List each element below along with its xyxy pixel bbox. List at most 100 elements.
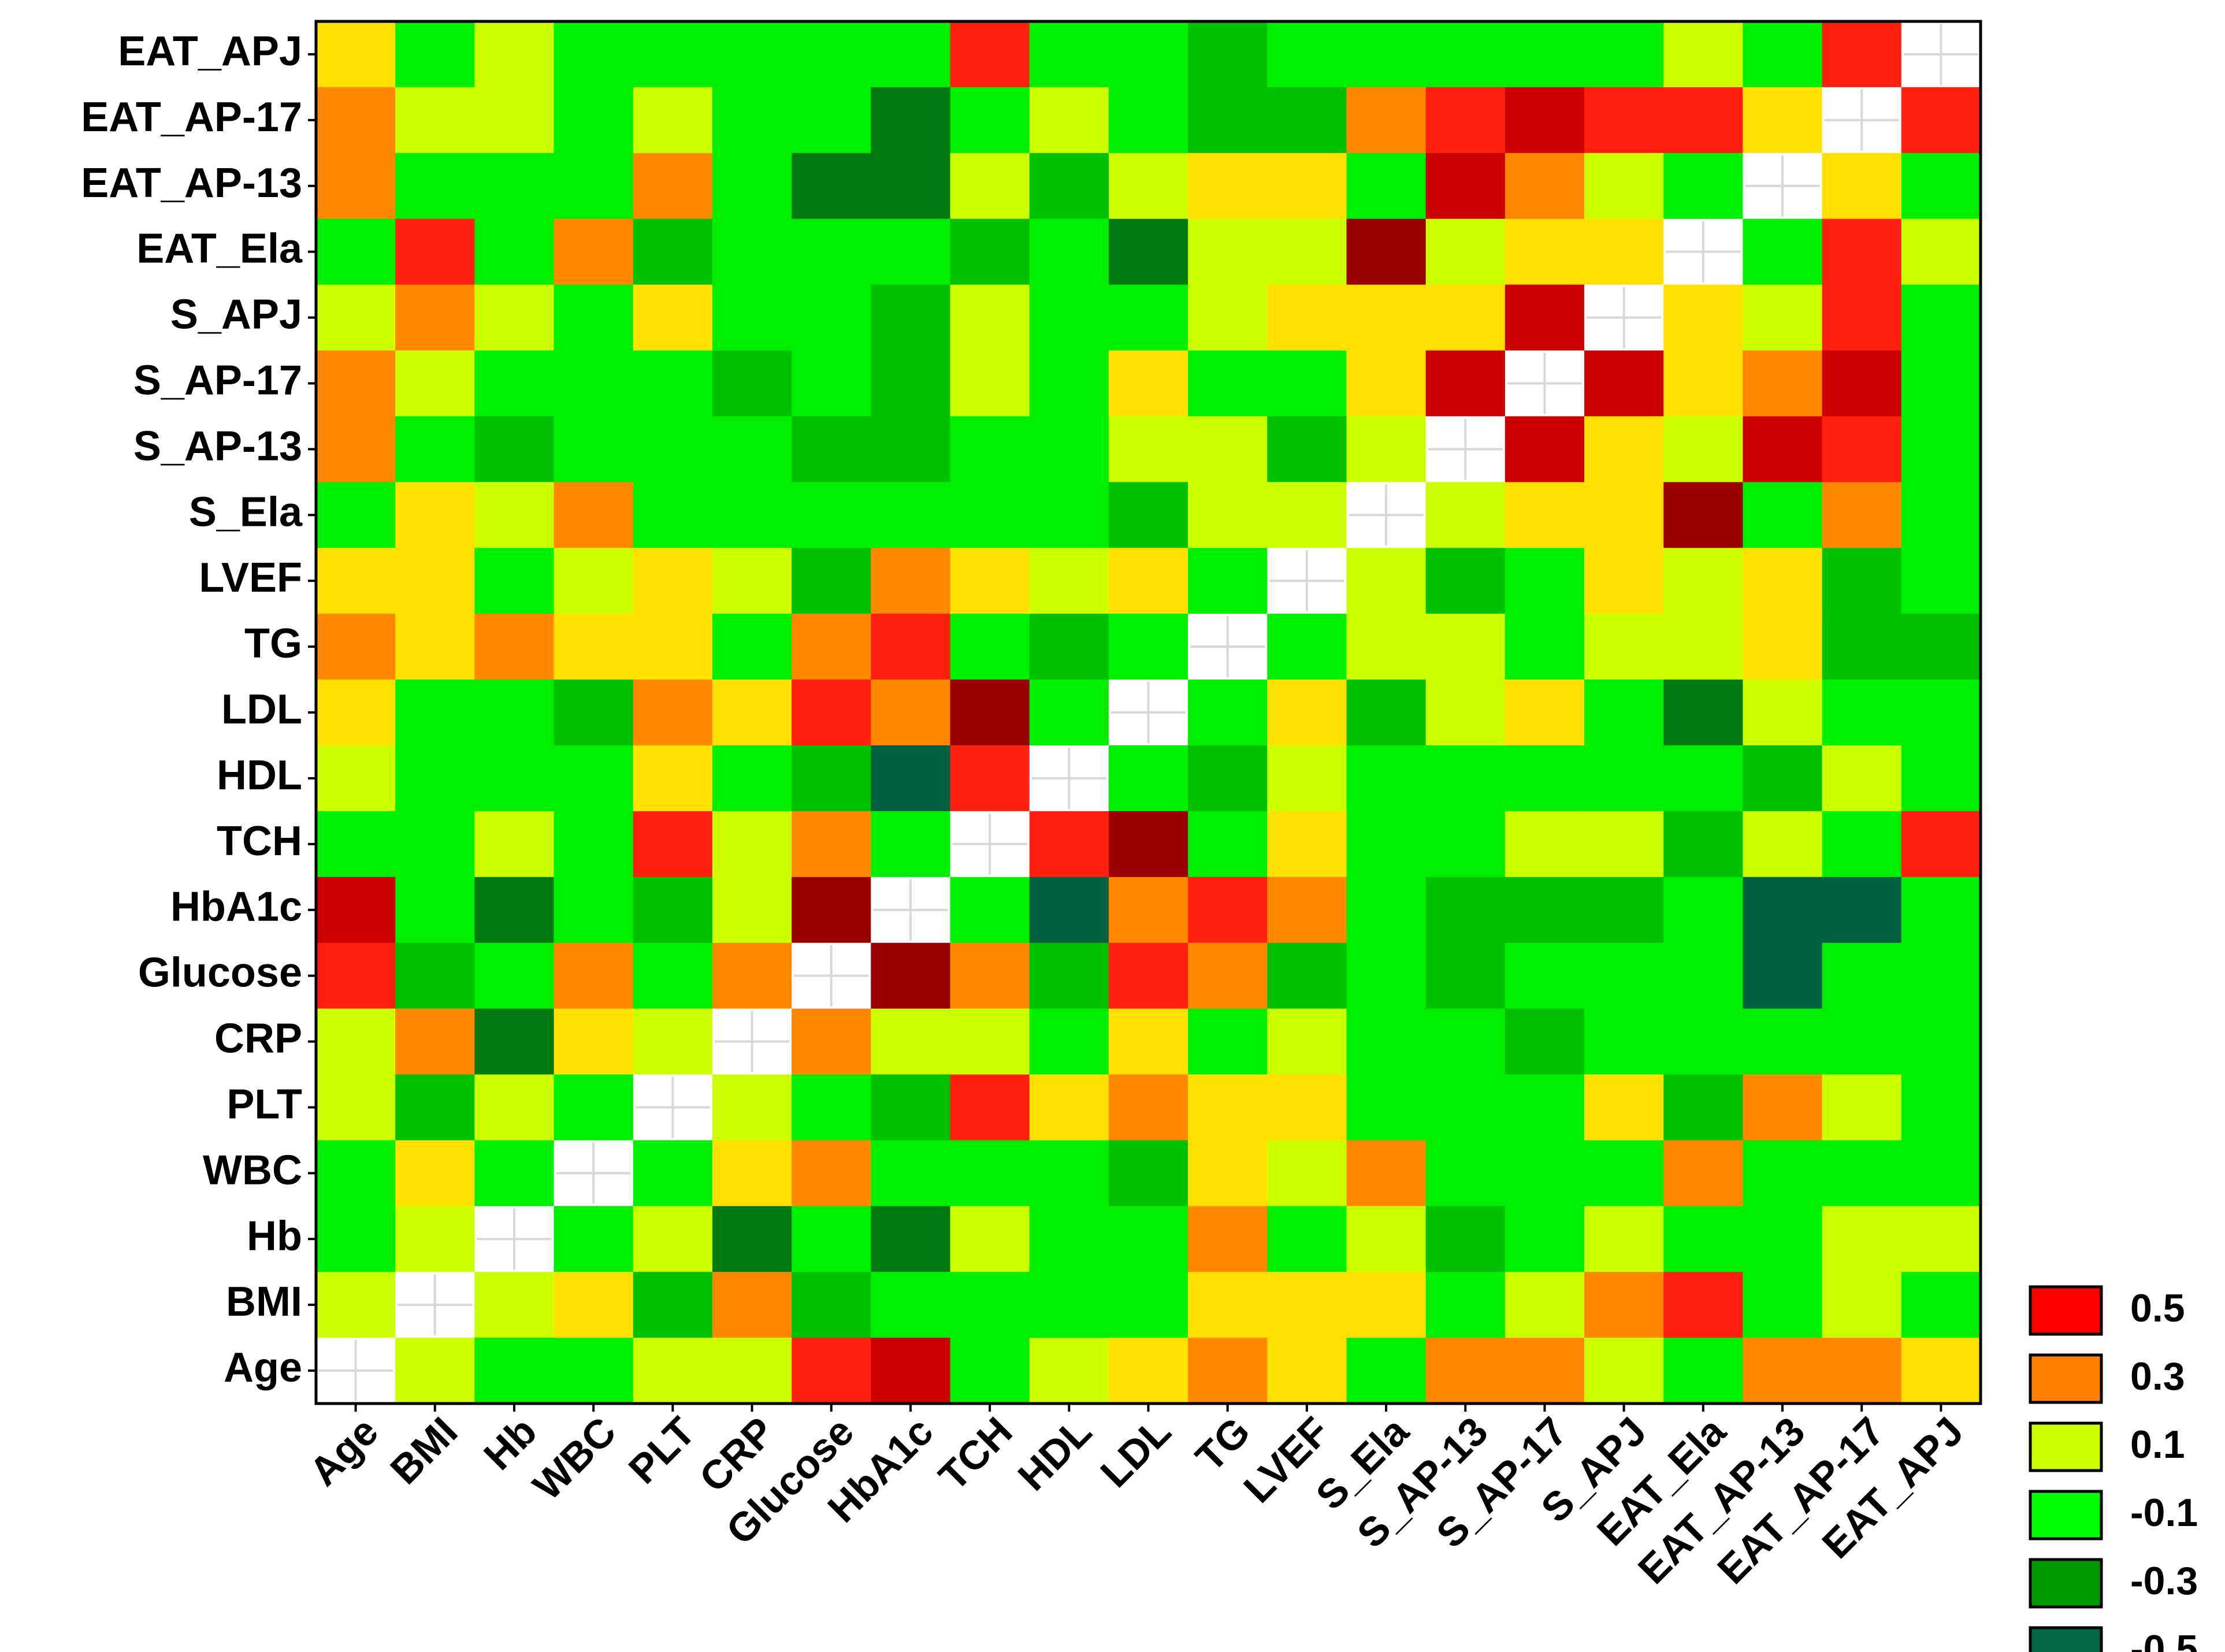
heatmap-cell <box>792 482 871 548</box>
heatmap-cell <box>1346 350 1427 417</box>
heatmap-cell <box>316 1074 396 1141</box>
heatmap-cell <box>633 614 713 680</box>
heatmap-cell <box>950 680 1030 746</box>
heatmap-cell <box>1901 811 1981 878</box>
heatmap-cell <box>1743 614 1823 680</box>
heatmap-cell <box>1108 1272 1188 1338</box>
heatmap-cell <box>1663 1140 1743 1206</box>
heatmap-cell <box>1822 1140 1902 1206</box>
heatmap-cell <box>712 350 792 417</box>
heatmap-cell <box>792 548 871 614</box>
heatmap-cell <box>792 811 871 878</box>
heatmap-cell <box>1743 1140 1823 1206</box>
heatmap-cell <box>316 284 396 351</box>
heatmap-cell <box>1267 218 1347 285</box>
heatmap-cell <box>1584 811 1664 878</box>
heatmap-cell <box>1267 482 1347 548</box>
heatmap-cell <box>395 877 475 944</box>
heatmap-cell <box>1663 1008 1743 1075</box>
heatmap-cell <box>1584 877 1664 944</box>
heatmap-cell <box>633 877 713 944</box>
heatmap-cell <box>1505 87 1585 154</box>
heatmap-cell <box>1346 1206 1427 1272</box>
heatmap-cell <box>1901 1074 1981 1141</box>
heatmap-cell <box>1584 1272 1664 1338</box>
heatmap-cell <box>474 21 555 88</box>
y-tick-label: S_AP-17 <box>133 357 302 403</box>
heatmap-cell <box>1188 745 1268 812</box>
heatmap-cell <box>1901 153 1981 220</box>
heatmap-cell <box>950 1206 1030 1272</box>
heatmap-cell <box>1188 482 1268 548</box>
legend-swatch <box>2029 1421 2103 1472</box>
heatmap-cell <box>792 21 871 88</box>
heatmap-cell <box>712 218 792 285</box>
x-tick-label: HDL <box>1009 1409 1100 1499</box>
heatmap-cell <box>1029 21 1109 88</box>
heatmap-cell <box>1822 745 1902 812</box>
heatmap-cell <box>1901 614 1981 680</box>
y-tick-label: PLT <box>226 1081 302 1127</box>
heatmap-cell <box>395 1206 475 1272</box>
heatmap-cell <box>1029 614 1109 680</box>
heatmap-cell <box>395 350 475 417</box>
heatmap-cell <box>1188 1140 1268 1206</box>
heatmap-cell <box>1425 1338 1506 1404</box>
legend-label: 0.3 <box>2130 1354 2185 1398</box>
legend-swatch <box>2029 1490 2103 1540</box>
heatmap-cell <box>1425 87 1506 154</box>
heatmap-cell <box>1822 942 1902 1009</box>
heatmap-cell <box>1663 1338 1743 1404</box>
heatmap-cell <box>1901 942 1981 1009</box>
heatmap-cell <box>950 1140 1030 1206</box>
y-tick-label: S_Ela <box>189 489 303 535</box>
heatmap-cell <box>554 416 634 482</box>
heatmap-cell <box>633 1140 713 1206</box>
heatmap-cell <box>1425 218 1506 285</box>
heatmap-cell <box>950 1074 1030 1141</box>
heatmap-cell <box>712 1272 792 1338</box>
heatmap-cell <box>1505 482 1585 548</box>
heatmap-cell <box>316 1008 396 1075</box>
heatmap-cell <box>1425 680 1506 746</box>
heatmap-cell <box>554 1272 634 1338</box>
heatmap-cell <box>633 350 713 417</box>
heatmap-cell <box>1663 153 1743 220</box>
heatmap-cell <box>1425 1008 1506 1075</box>
heatmap-cell <box>1108 21 1188 88</box>
heatmap-cell <box>1584 1206 1664 1272</box>
heatmap-cell <box>1505 153 1585 220</box>
heatmap-cell <box>871 21 951 88</box>
y-tick-label: HDL <box>217 752 302 799</box>
heatmap-cell <box>474 416 555 482</box>
heatmap-cell <box>1108 1140 1188 1206</box>
heatmap-cell <box>1901 482 1981 548</box>
heatmap-cell <box>395 811 475 878</box>
heatmap-cell <box>316 1272 396 1338</box>
heatmap-cell <box>871 87 951 154</box>
heatmap-cell <box>1663 416 1743 482</box>
heatmap-cell <box>1029 153 1109 220</box>
heatmap-cell <box>1663 1074 1743 1141</box>
heatmap-cell <box>1267 877 1347 944</box>
heatmap-cell <box>950 87 1030 154</box>
heatmap-cell <box>1743 1272 1823 1338</box>
heatmap-cell <box>1029 1272 1109 1338</box>
heatmap-cell <box>871 218 951 285</box>
heatmap-cell <box>1663 1272 1743 1338</box>
y-tick-label: Hb <box>247 1213 302 1259</box>
heatmap-cell <box>316 153 396 220</box>
heatmap-cell <box>712 1074 792 1141</box>
heatmap-cell <box>1743 482 1823 548</box>
legend-label: -0.3 <box>2130 1559 2198 1603</box>
heatmap-cell <box>1584 1338 1664 1404</box>
heatmap-cell <box>633 21 713 88</box>
heatmap-cell <box>1188 153 1268 220</box>
heatmap-cell <box>1584 350 1664 417</box>
heatmap-cell <box>554 680 634 746</box>
heatmap-cell <box>1584 745 1664 812</box>
heatmap-cell <box>474 482 555 548</box>
y-tick-label: CRP <box>214 1016 302 1062</box>
heatmap-cell <box>792 350 871 417</box>
